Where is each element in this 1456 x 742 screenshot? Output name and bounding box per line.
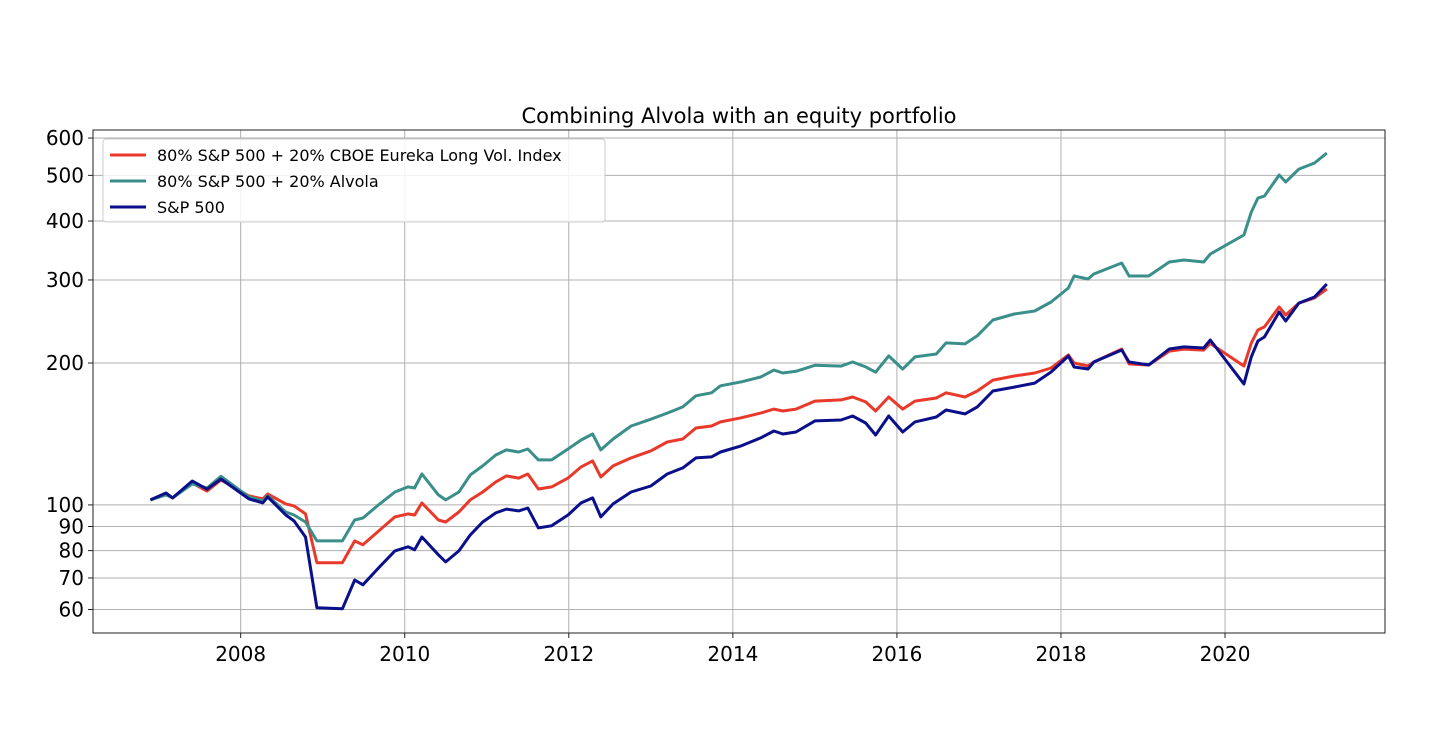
x-tick-label: 2014 [707, 642, 758, 666]
y-tick-label: 300 [46, 268, 84, 292]
legend-box [102, 138, 606, 223]
x-tick-label: 2010 [379, 642, 430, 666]
legend-label: 80% S&P 500 + 20% Alvola [157, 172, 379, 191]
legend-label: S&P 500 [157, 198, 225, 217]
y-tick-label: 80 [59, 539, 84, 563]
x-tick-label: 2016 [871, 642, 922, 666]
series-line-2 [149, 282, 1328, 611]
y-tick-label: 400 [46, 209, 84, 233]
x-tick-label: 2018 [1036, 642, 1087, 666]
series-lines [149, 151, 1328, 611]
series-line-1 [149, 151, 1328, 543]
legend: 80% S&P 500 + 20% CBOE Eureka Long Vol. … [102, 138, 606, 223]
y-tick-label: 70 [59, 566, 84, 590]
y-tick-label: 200 [46, 351, 84, 375]
y-tick-label: 90 [59, 514, 84, 538]
y-tick-label: 500 [46, 163, 84, 187]
y-tick-label: 60 [59, 598, 84, 622]
x-tick-label: 2020 [1200, 642, 1251, 666]
chart-title: Combining Alvola with an equity portfoli… [521, 104, 956, 128]
y-tick-label: 100 [46, 493, 84, 517]
x-tick-label: 2012 [543, 642, 594, 666]
series-line-0 [149, 287, 1328, 565]
plot-frame [92, 129, 1386, 634]
legend-label: 80% S&P 500 + 20% CBOE Eureka Long Vol. … [157, 146, 562, 165]
x-tick-label: 2008 [215, 642, 266, 666]
x-axis: 2008 2010 2012 2014 2016 2018 2020 [215, 633, 1250, 666]
y-tick-label: 600 [46, 126, 84, 150]
